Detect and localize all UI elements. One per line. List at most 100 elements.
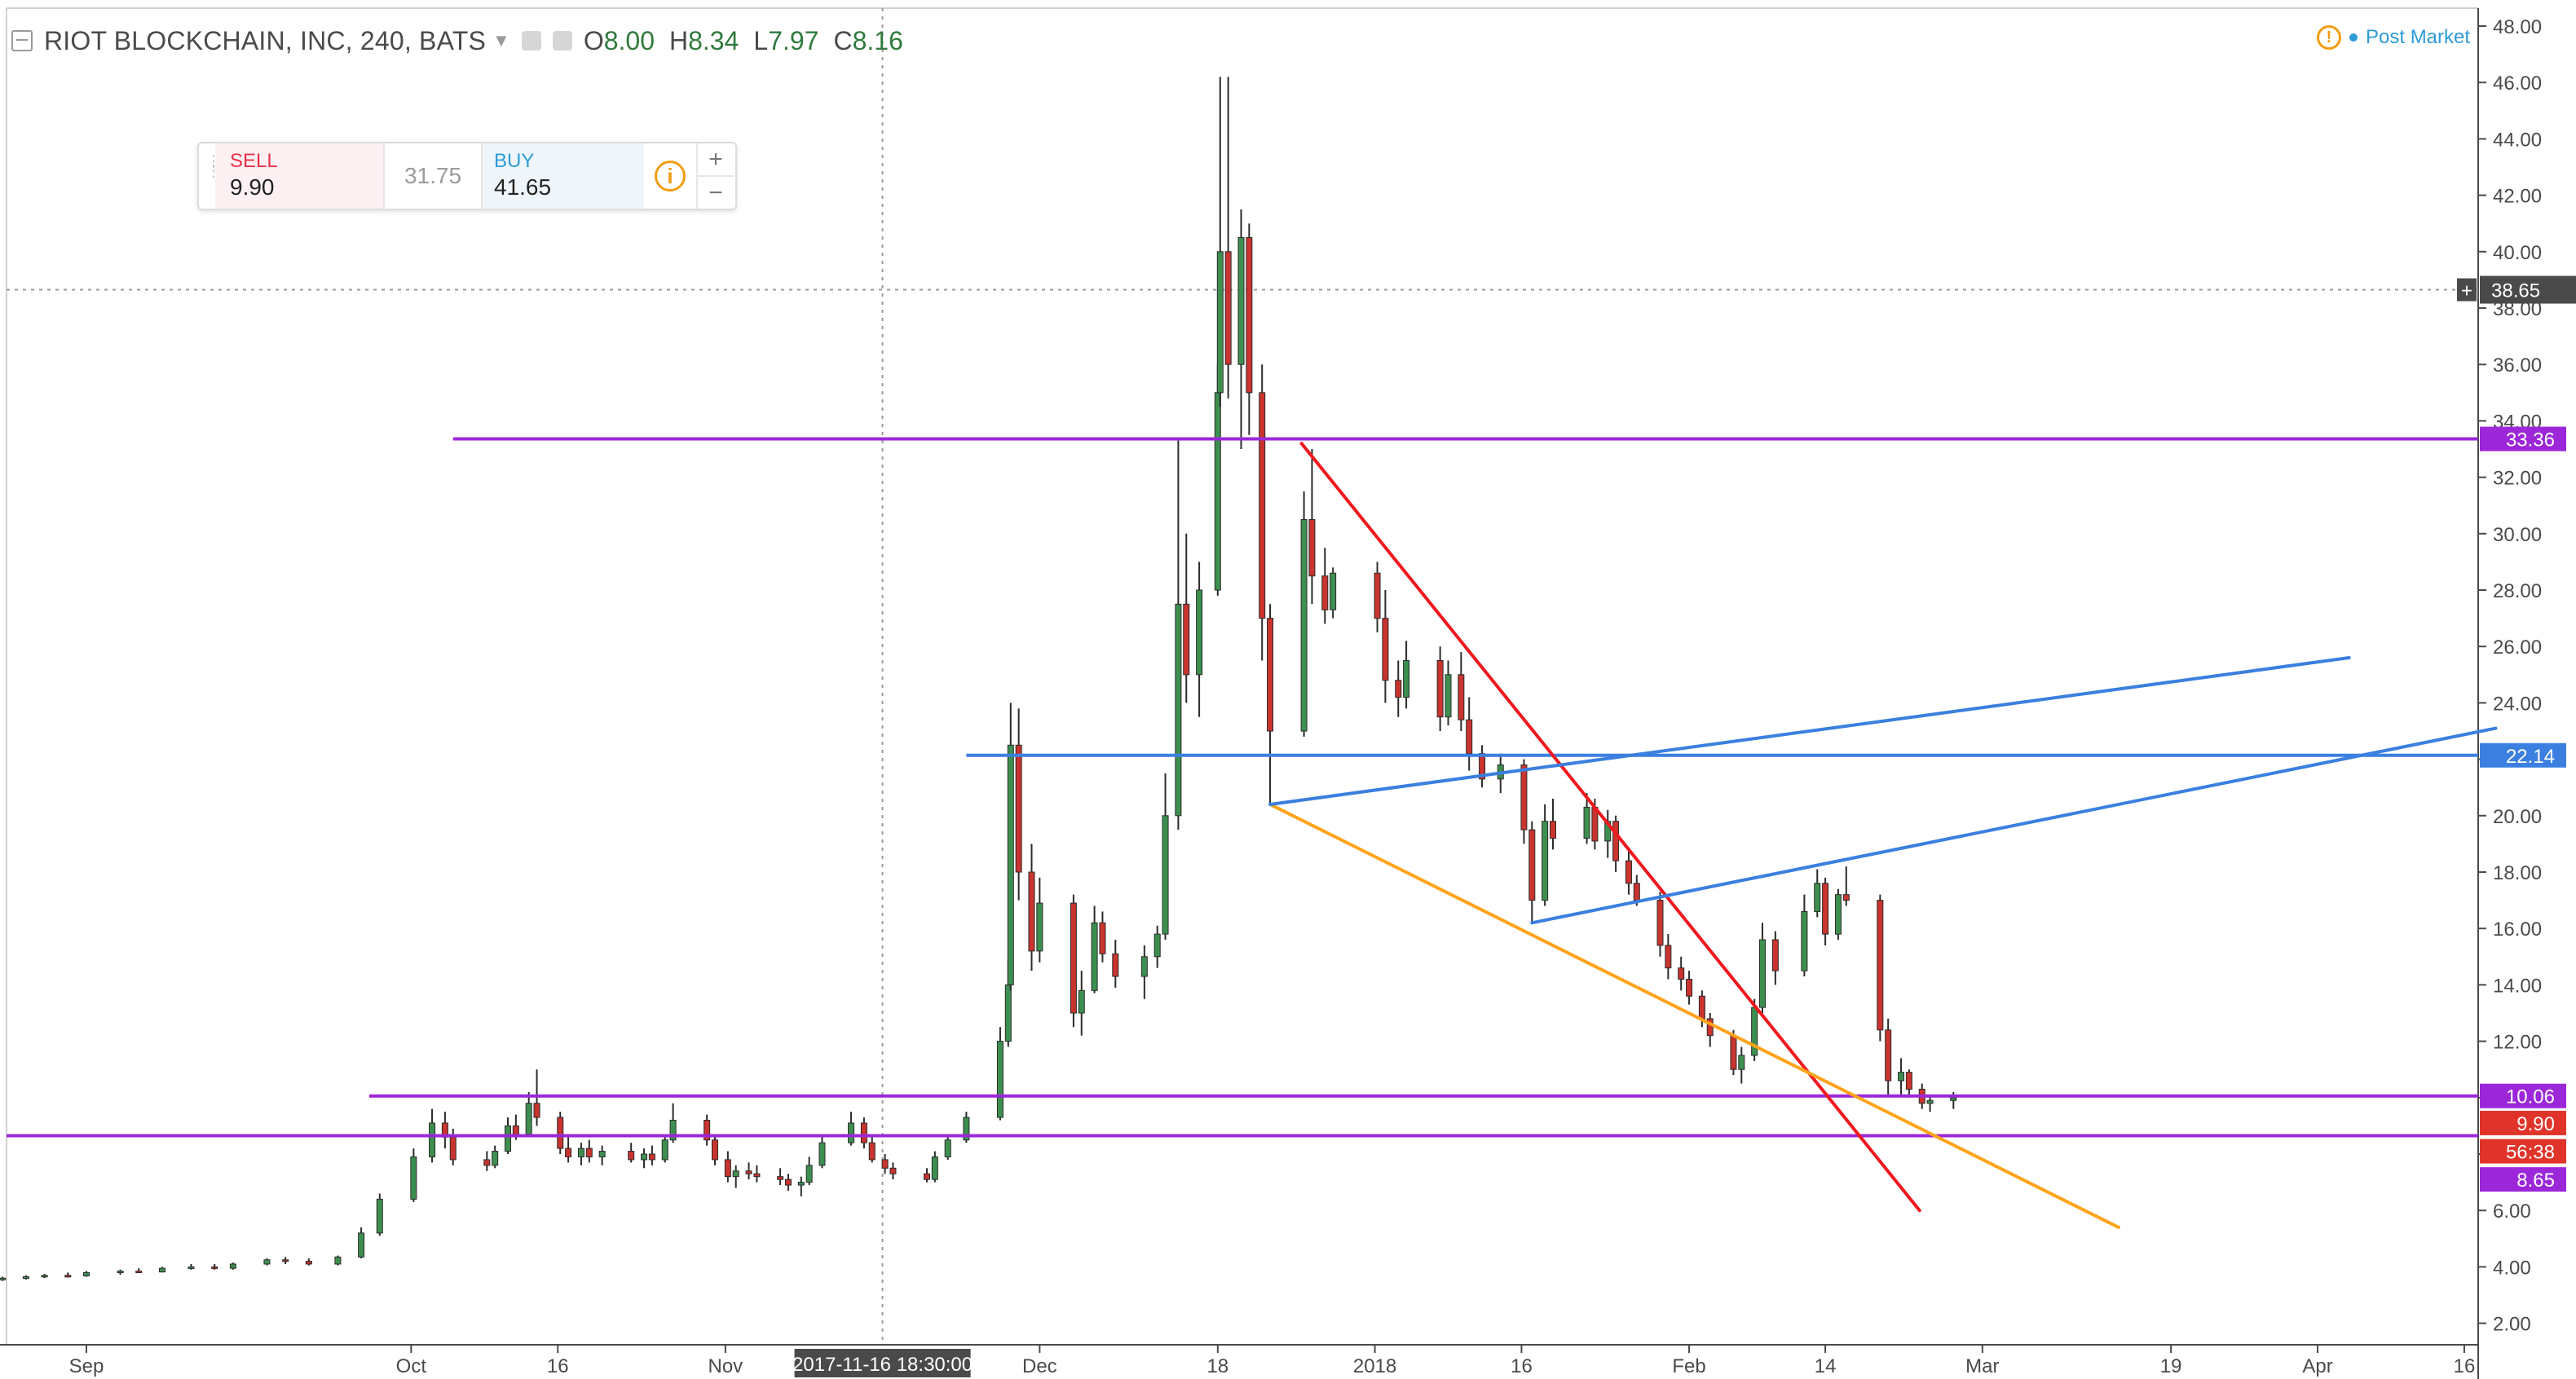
candle-body (1028, 871, 1035, 952)
candle-body (805, 1165, 813, 1183)
candle-body (1395, 680, 1402, 698)
candle-body (1814, 883, 1821, 912)
ohlc-open: O8.00 (583, 25, 655, 55)
candle-body (1771, 939, 1779, 971)
candle-body (1466, 719, 1473, 755)
candle-body (797, 1182, 805, 1186)
candle-body (1706, 1018, 1714, 1037)
candle-body (1175, 603, 1182, 817)
x-tick-label: Nov (708, 1355, 743, 1377)
candle-body (1007, 744, 1014, 985)
candle-body (1738, 1055, 1745, 1070)
quantity-stepper: + − (696, 143, 734, 209)
x-tick-label: Sep (69, 1355, 104, 1377)
price-label-box (2480, 1167, 2566, 1192)
candle-body (1633, 883, 1640, 901)
post-market-indicator[interactable]: ! Post Market (2317, 21, 2470, 54)
candle-body (305, 1260, 312, 1265)
crosshair-add-button (2457, 278, 2477, 302)
settings-icon[interactable] (552, 31, 572, 51)
candle-body (429, 1122, 436, 1157)
candle-body (1153, 933, 1161, 958)
plus-icon: + (2461, 280, 2472, 302)
candle-body (1730, 1035, 1737, 1070)
y-tick-label: 24.00 (2493, 693, 2542, 715)
y-tick-label: 16.00 (2493, 919, 2542, 941)
candle-body (1112, 953, 1119, 977)
x-tick-label: 14 (1815, 1355, 1837, 1377)
ohlc-close: C8.16 (833, 25, 903, 55)
candle-body (533, 1103, 540, 1118)
y-tick-label: 2.00 (2493, 1314, 2531, 1336)
candle-body (1382, 618, 1389, 681)
price-label: 22.14 (2506, 746, 2555, 768)
candle-body (1224, 251, 1232, 365)
drag-handle-icon[interactable]: ⋮ ⋮ (205, 152, 222, 180)
candle-body (1885, 1029, 1892, 1082)
candle-body (889, 1167, 897, 1174)
y-tick-label: 46.00 (2493, 73, 2542, 95)
chevron-down-icon[interactable]: ▼ (492, 30, 510, 51)
x-tick-label: 16 (2454, 1355, 2476, 1377)
candle-body (724, 1159, 731, 1178)
candle-body (924, 1173, 930, 1180)
trend-line (1268, 802, 2120, 1229)
price-label-box (2480, 742, 2566, 768)
candle-body (1479, 753, 1486, 780)
candle-body (669, 1119, 677, 1141)
candle-body (1445, 674, 1452, 718)
candle-body (512, 1125, 519, 1135)
increase-button[interactable]: + (708, 145, 723, 173)
candle-body (1877, 900, 1884, 1031)
candle-body (41, 1275, 48, 1278)
eye-icon[interactable] (521, 31, 541, 51)
price-label: 10.06 (2506, 1086, 2555, 1108)
crosshair-price-label: 38.65 (2491, 280, 2540, 302)
candle-body (1842, 894, 1850, 901)
candle-body (505, 1125, 511, 1152)
x-tick-label: 16 (1511, 1355, 1533, 1377)
price-label: 8.65 (2516, 1170, 2555, 1192)
candle-body (577, 1148, 584, 1157)
price-label-box (2480, 1083, 2566, 1108)
decrease-button[interactable]: − (698, 175, 734, 209)
crosshair-price-box (2480, 275, 2576, 304)
candle-body (818, 1142, 826, 1166)
sell-button[interactable]: SELL 9.90 (215, 143, 383, 209)
candle-body (1374, 572, 1381, 619)
collapse-icon[interactable] (11, 30, 33, 51)
price-label: 56:38 (2506, 1142, 2555, 1164)
buy-button[interactable]: BUY 41.65 (483, 143, 644, 209)
candle-body (1612, 821, 1620, 861)
candle-body (641, 1153, 648, 1161)
price-label-box (2480, 1139, 2566, 1164)
x-tick-label: 16 (547, 1355, 569, 1377)
candle-body (1834, 894, 1842, 935)
candle-body (753, 1173, 761, 1178)
candle-body (1036, 902, 1043, 952)
symbol-title[interactable]: RIOT BLOCKCHAIN, INC, 240, BATS (44, 25, 487, 55)
candle-body (565, 1148, 572, 1157)
candle-body (358, 1232, 365, 1258)
price-label-box (2480, 1110, 2566, 1135)
candle-body (1550, 821, 1556, 839)
candle-body (525, 1103, 532, 1135)
candle-body (1330, 572, 1337, 610)
candle-body (860, 1122, 867, 1143)
chart-header: RIOT BLOCKCHAIN, INC, 240, BATS ▼ O8.00 … (11, 21, 903, 60)
candle-body (1698, 995, 1705, 1020)
info-icon: i (655, 161, 686, 192)
candle-body (1625, 860, 1632, 884)
buy-label: BUY (494, 150, 535, 172)
info-button[interactable]: i (644, 143, 696, 209)
candle-body (777, 1176, 784, 1180)
y-tick-label: 20.00 (2493, 806, 2542, 828)
candle-body (1403, 660, 1410, 698)
post-market-label: Post Market (2366, 26, 2471, 48)
candle-body (483, 1159, 491, 1166)
trend-line (1299, 442, 1921, 1213)
candle-body (848, 1122, 855, 1143)
trend-line (1268, 656, 2351, 806)
trend-line (1530, 726, 2498, 925)
